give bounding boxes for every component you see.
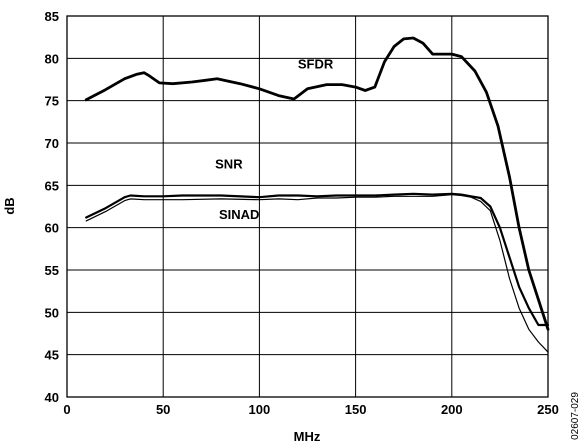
- y-tick-label: 50: [45, 305, 59, 320]
- x-axis-title: MHz: [294, 429, 321, 444]
- y-tick-label: 70: [45, 136, 59, 151]
- series-label-sfdr: SFDR: [298, 56, 334, 71]
- series-label-snr: SNR: [215, 156, 243, 171]
- x-tick-label: 250: [537, 402, 559, 417]
- x-tick-label: 50: [156, 402, 170, 417]
- plot-frame: [66, 15, 549, 398]
- y-tick-label: 65: [45, 178, 59, 193]
- y-tick-label: 45: [45, 348, 59, 363]
- y-tick-label: 75: [45, 94, 59, 109]
- y-tick-label: 60: [45, 221, 59, 236]
- figure-id: 02607-029: [570, 392, 581, 440]
- grid: [67, 16, 548, 397]
- x-tick-label: 0: [63, 402, 70, 417]
- y-tick-label: 40: [45, 390, 59, 405]
- series-labels: SFDR SNR SINAD: [215, 56, 334, 222]
- y-tick-label: 55: [45, 263, 59, 278]
- series-line-sinad: [85, 194, 549, 353]
- x-tick-label: 200: [441, 402, 463, 417]
- y-tick-label: 80: [45, 51, 59, 66]
- tick-labels: 0 50 100 150 200 250 40 45 50 55 60 65 70 75 80 85: [45, 9, 559, 417]
- series-line-sfdr: [84, 36, 550, 331]
- series-line-snr: [85, 192, 550, 327]
- x-tick-label: 150: [345, 402, 367, 417]
- y-axis-title: dB: [2, 197, 17, 214]
- series-label-sinad: SINAD: [219, 207, 259, 222]
- series-layer: [84, 36, 550, 353]
- y-tick-label: 85: [45, 9, 59, 24]
- x-tick-label: 100: [249, 402, 271, 417]
